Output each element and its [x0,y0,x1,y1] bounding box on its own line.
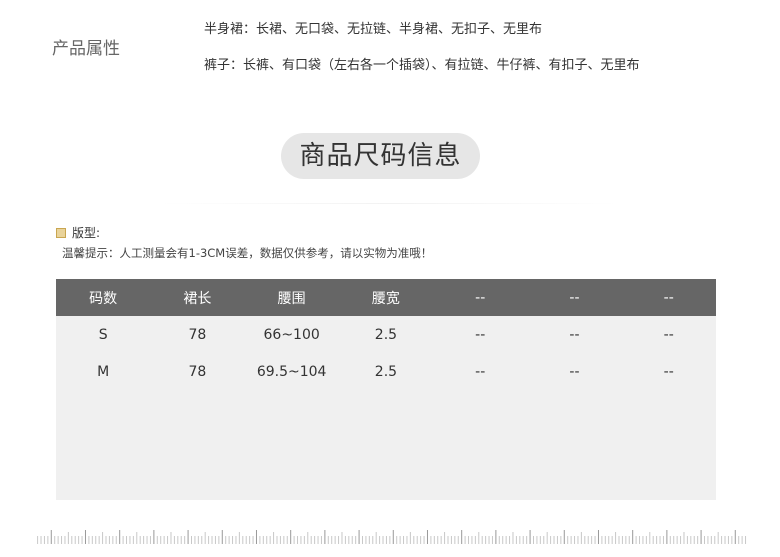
cell: -- [663,326,674,343]
header-cell: 码数 [89,290,118,307]
cell: -- [475,326,486,343]
header-cell: -- [663,289,674,306]
table-row: M 78 69.5~104 2.5 -- -- -- [56,353,716,390]
measurement-tip: 温馨提示：人工测量会有1-3CM误差，数据仅供参考，请以实物为准哦！ [62,246,433,260]
fit-icon [56,227,66,238]
size-table: 码数 裙长 腰围 腰宽 -- -- -- S 78 66~100 2.5 -- … [56,279,716,500]
cell: 78 [188,363,207,380]
header-cell: -- [569,289,580,306]
cell: S [98,326,108,343]
cell: -- [663,363,674,380]
header-cell: 腰围 [277,290,306,307]
cell: 66~100 [263,326,320,343]
cell: -- [569,326,580,343]
fit-section: 版型: [56,224,100,241]
cell: -- [475,363,486,380]
ruler-decoration [37,530,747,544]
divider [160,203,620,204]
attribute-line-pants: 裤子：长裤、有口袋（左右各一个插袋）、有拉链、牛仔裤、有扣子、无里布 [204,58,640,73]
cell: 78 [188,326,207,343]
header-cell: 腰宽 [371,290,400,307]
product-attributes-label: 产品属性 [52,39,120,59]
cell: -- [569,363,580,380]
cell: 2.5 [374,363,398,380]
attribute-line-skirt: 半身裙：长裙、无口袋、无拉链、半身裙、无扣子、无里布 [204,22,543,37]
cell: 69.5~104 [256,363,327,380]
table-header: 码数 裙长 腰围 腰宽 -- -- -- [56,279,716,316]
table-row: S 78 66~100 2.5 -- -- -- [56,316,716,353]
fit-label: 版型: [72,226,101,240]
cell: M [97,363,110,380]
header-cell: -- [475,289,486,306]
header-cell: 裙长 [183,290,212,307]
size-info-title: 商品尺码信息 [281,133,480,179]
cell: 2.5 [374,326,398,343]
